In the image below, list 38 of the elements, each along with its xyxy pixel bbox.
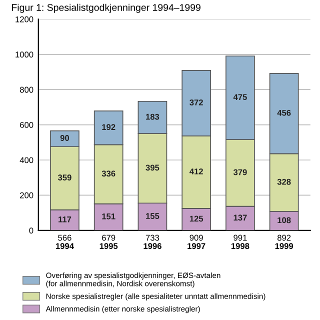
data-label: 183: [146, 114, 160, 120]
total-label: 733: [146, 234, 160, 241]
x-tick-label: 1999: [275, 243, 294, 250]
data-label: 90: [60, 135, 70, 141]
total-label: 991: [234, 234, 247, 241]
data-label: 475: [233, 94, 247, 100]
x-tick-label: 1997: [188, 243, 206, 250]
y-tick-label: 200: [20, 192, 34, 198]
data-label: 412: [190, 168, 203, 174]
data-label: 395: [146, 164, 160, 171]
y-tick-label: 0: [29, 228, 34, 234]
data-label: 456: [277, 110, 291, 116]
y-tick-label: 800: [20, 86, 34, 93]
y-tick-label: 400: [20, 157, 34, 164]
data-label: 137: [234, 214, 247, 221]
data-label: 192: [102, 124, 116, 130]
data-label: 108: [278, 217, 291, 224]
y-tick-label: 600: [20, 122, 34, 128]
data-label: 328: [277, 178, 291, 185]
data-label: 151: [102, 214, 116, 220]
chart-title: Figur 1: Spesialistgodkjenninger 1994–1999: [12, 4, 200, 13]
y-tick-label: 1200: [16, 16, 34, 22]
total-label: 909: [190, 234, 203, 241]
x-tick-label: 1996: [144, 243, 162, 250]
x-tick-label: 1998: [231, 243, 250, 250]
data-label: 372: [190, 99, 203, 106]
data-label: 125: [190, 216, 204, 222]
x-tick-label: 1994: [56, 243, 74, 250]
total-label: 679: [102, 234, 116, 241]
data-label: 155: [146, 213, 160, 219]
y-tick-label: 1000: [16, 52, 34, 58]
data-label: 379: [233, 169, 247, 176]
total-label: 892: [277, 234, 291, 241]
data-label: 359: [58, 174, 72, 180]
data-label: 117: [58, 216, 72, 222]
total-label: 566: [58, 234, 72, 241]
data-label: 336: [102, 170, 116, 177]
x-tick-label: 1995: [100, 243, 118, 250]
